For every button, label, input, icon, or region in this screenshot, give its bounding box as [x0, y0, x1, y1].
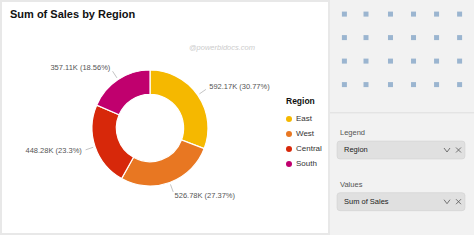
well-close: [456, 148, 461, 153]
chart-root: Sum of Sales by Region 592.17K (30.77%) 52…: [0, 0, 474, 235]
legend-swatch: [286, 131, 292, 137]
data-label: 592.17K (30.77%): [209, 82, 270, 91]
legend-swatch: [286, 146, 292, 152]
toolbar-icon: [342, 12, 347, 17]
legend-entry: Central: [296, 144, 322, 153]
toolbar-icon: [388, 59, 393, 64]
legend-swatch: [286, 161, 292, 167]
watermark: @powerbidocs.com: [189, 43, 255, 52]
toolbar-icon: [364, 59, 369, 64]
toolbar-icon: [411, 35, 416, 40]
well-chevron: [444, 148, 450, 152]
toolbar-icon: [411, 59, 416, 64]
legend-title: Region: [286, 96, 315, 106]
toolbar-icon: [342, 82, 347, 87]
well-field: Region: [344, 145, 368, 154]
well-header: Legend: [340, 128, 365, 137]
toolbar-icon: [457, 35, 462, 40]
title: Sum of Sales by Region: [10, 8, 136, 20]
well-header: Values: [340, 180, 363, 189]
divider: [330, 112, 474, 113]
toolbar-icon: [434, 12, 439, 17]
toolbar-icon: [342, 35, 347, 40]
toolbar-icon: [411, 82, 416, 87]
well-field: Sum of Sales: [344, 197, 389, 206]
chart-panel: [2, 2, 328, 233]
toolbar-icon: [364, 12, 369, 17]
legend-entry: East: [296, 114, 313, 123]
page-bg: [0, 0, 474, 235]
toolbar-icon: [434, 82, 439, 87]
donut-slice: [122, 140, 205, 186]
label-leader: [199, 89, 206, 94]
well-close: [456, 199, 461, 204]
data-label: 448.28K (23.3%): [26, 146, 83, 155]
legend-entry: West: [296, 129, 315, 138]
data-label: 526.78K (27.37%): [175, 191, 236, 200]
side-panel: [330, 0, 474, 235]
donut-slice: [150, 70, 208, 149]
toolbar-icon: [364, 82, 369, 87]
label-leader: [86, 147, 94, 150]
well-pill: [337, 193, 465, 211]
donut-slice: [97, 70, 150, 115]
toolbar-icon: [457, 82, 462, 87]
label-leader: [113, 71, 117, 78]
donut-slice: [92, 105, 134, 178]
toolbar-icon: [411, 12, 416, 17]
toolbar-icon: [457, 59, 462, 64]
label-leader: [170, 184, 173, 192]
well-pill: [337, 141, 465, 159]
toolbar-icon: [457, 12, 462, 17]
toolbar-icon: [388, 12, 393, 17]
donut: [92, 70, 208, 186]
toolbar-icon: [364, 35, 369, 40]
toolbar-icon: [388, 82, 393, 87]
legend-entry: South: [296, 159, 317, 168]
toolbar-icon: [434, 59, 439, 64]
legend-swatch: [286, 116, 292, 122]
toolbar-icon: [342, 59, 347, 64]
data-label: 357.11K (18.56%): [50, 63, 110, 72]
toolbar-icon: [434, 35, 439, 40]
well-chevron: [444, 200, 450, 204]
toolbar-icon: [388, 35, 393, 40]
